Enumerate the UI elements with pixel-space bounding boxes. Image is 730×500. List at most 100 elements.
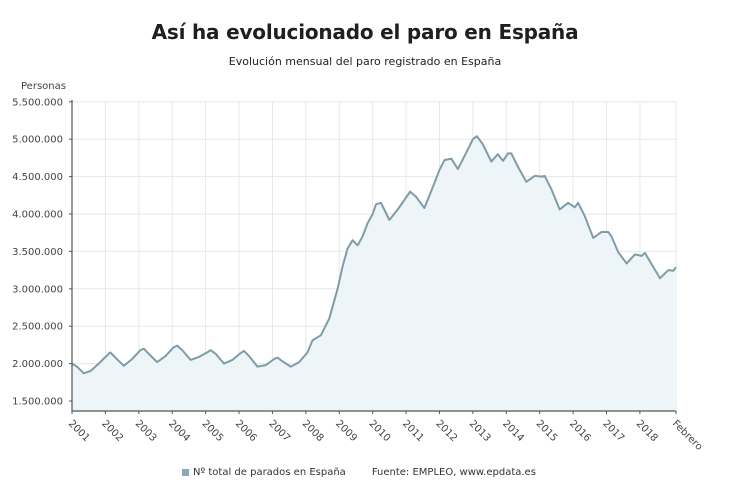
data-point <box>405 197 407 199</box>
x-tick-label: 2012 <box>433 418 459 444</box>
x-tick-label: 2007 <box>266 418 292 444</box>
legend: Nº total de parados en España Fuente: EM… <box>182 467 536 478</box>
data-point <box>173 346 175 348</box>
data-point <box>176 345 178 347</box>
data-point <box>507 153 509 155</box>
data-point <box>409 191 411 193</box>
y-tick-labels: 1.500.000 2.000.000 2.500.000 3.000.000 3.50… <box>12 97 63 407</box>
y-tick-label: 5.000.000 <box>12 135 63 146</box>
source-note: Fuente: EMPLEO, www.epdata.es <box>371 467 536 478</box>
data-point <box>439 169 441 171</box>
x-tick-label: 2017 <box>600 418 626 444</box>
data-point <box>357 245 359 247</box>
data-point <box>551 189 553 191</box>
data-point <box>611 236 613 238</box>
data-point <box>210 349 212 351</box>
y-tick-label: 4.000.000 <box>12 210 63 221</box>
x-tick-label: 2015 <box>534 418 560 444</box>
data-point <box>143 348 145 350</box>
axes <box>69 100 677 414</box>
data-point <box>673 270 675 272</box>
data-point <box>115 357 117 359</box>
data-point <box>248 355 250 357</box>
data-point <box>424 207 426 209</box>
series-line <box>71 135 677 375</box>
data-point <box>472 138 474 140</box>
y-tick-label: 2.500.000 <box>12 322 63 333</box>
data-point <box>482 144 484 146</box>
data-point <box>444 159 446 161</box>
data-point <box>397 209 399 211</box>
data-point <box>328 318 330 320</box>
chart-title: Así ha evolucionado el paro en España <box>151 20 579 44</box>
data-point <box>352 239 354 241</box>
data-point <box>298 361 300 363</box>
legend-label: Nº total de parados en España <box>193 467 346 478</box>
data-point <box>190 359 192 361</box>
x-tick-label: 2010 <box>367 418 393 444</box>
x-tick-label: 2004 <box>166 418 192 444</box>
data-point <box>497 153 499 155</box>
data-point <box>502 160 504 162</box>
data-point <box>559 209 561 211</box>
data-point <box>265 364 267 366</box>
data-point <box>337 288 339 290</box>
data-point <box>659 278 661 280</box>
data-point <box>123 365 125 367</box>
data-point <box>232 359 234 361</box>
data-point <box>367 222 369 224</box>
data-point <box>90 370 92 372</box>
data-point <box>277 357 279 359</box>
chart-area: 1.500.000 2.000.000 2.500.000 3.000.000 3.50… <box>12 97 704 453</box>
data-point <box>380 202 382 204</box>
x-tick-label: 2008 <box>300 418 326 444</box>
data-point <box>534 175 536 177</box>
data-point <box>541 176 543 178</box>
y-tick-label: 3.000.000 <box>12 284 63 295</box>
data-point <box>607 231 609 233</box>
data-point <box>577 202 579 204</box>
x-tick-label: 2013 <box>467 418 493 444</box>
data-point <box>240 352 242 354</box>
x-tick-label: 2016 <box>567 418 593 444</box>
data-point <box>71 363 73 365</box>
data-point <box>457 168 459 170</box>
data-point <box>415 196 417 198</box>
data-point <box>634 254 636 256</box>
chart-subtitle: Evolución mensual del paro registrado en… <box>228 55 502 68</box>
x-tick-label: 2006 <box>233 418 259 444</box>
data-point <box>307 352 309 354</box>
data-point <box>106 355 108 357</box>
x-tick-label: 2018 <box>634 418 660 444</box>
data-point <box>215 353 217 355</box>
data-point <box>257 366 259 368</box>
data-point <box>312 340 314 342</box>
data-point <box>675 266 677 268</box>
x-tick-label: 2005 <box>200 418 226 444</box>
x-tick-label: 2003 <box>133 418 159 444</box>
y-tick-label: 4.500.000 <box>12 172 63 183</box>
data-point <box>198 356 200 358</box>
x-tick-label: 2014 <box>500 418 526 444</box>
data-point <box>651 263 653 265</box>
x-tick-label: 2002 <box>99 418 125 444</box>
data-point <box>567 202 569 204</box>
data-point <box>290 366 292 368</box>
data-point <box>641 255 643 257</box>
y-tick-label: 5.500.000 <box>12 97 63 108</box>
x-tick-label: 2009 <box>333 418 359 444</box>
data-point <box>465 152 467 154</box>
data-point <box>476 135 478 137</box>
data-point <box>181 349 183 351</box>
data-point <box>342 266 344 268</box>
data-point <box>223 363 225 365</box>
data-point <box>206 352 208 354</box>
data-point <box>511 153 513 155</box>
data-point <box>490 161 492 163</box>
x-tick-label: 2011 <box>400 418 426 444</box>
data-point <box>584 215 586 217</box>
data-point <box>617 251 619 253</box>
data-point <box>273 358 275 360</box>
data-point <box>450 158 452 160</box>
y-tick-label: 2.000.000 <box>12 359 63 370</box>
